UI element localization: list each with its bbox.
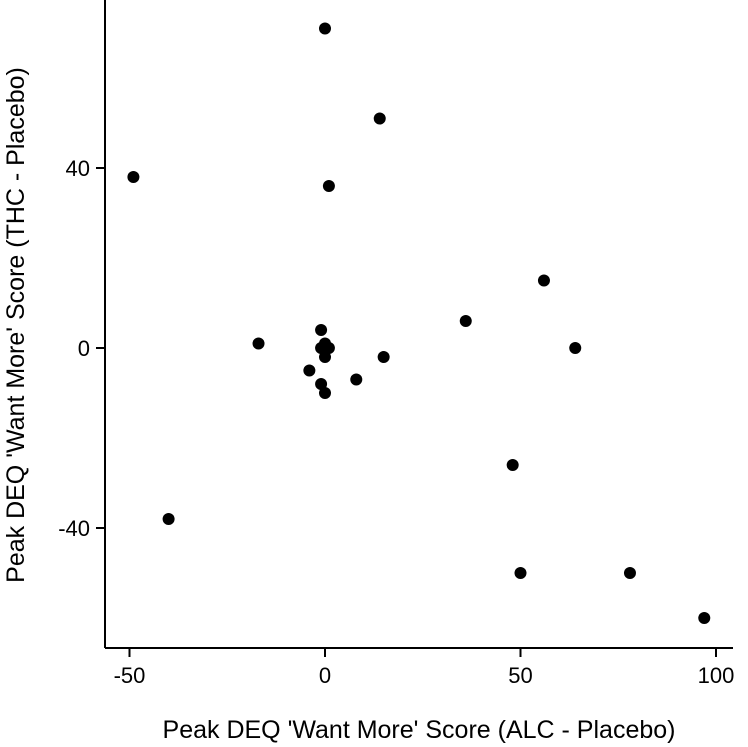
data-point — [350, 373, 363, 386]
data-point — [315, 378, 328, 390]
data-point — [506, 459, 519, 471]
x-tick-label: 50 — [508, 663, 532, 688]
data-point — [315, 324, 328, 336]
x-tick-label: 0 — [319, 663, 331, 688]
data-point — [303, 364, 316, 377]
data-point — [373, 112, 386, 125]
data-point — [623, 567, 636, 579]
data-point — [459, 315, 472, 327]
data-point — [319, 387, 331, 399]
y-axis-title: Peak DEQ 'Want More' Score (THC - Placeb… — [2, 67, 30, 583]
data-point — [319, 22, 331, 35]
data-point — [162, 513, 175, 525]
data-point — [377, 351, 390, 363]
data-points — [127, 22, 711, 624]
data-point — [322, 180, 335, 192]
data-point — [252, 337, 265, 350]
axes — [104, 0, 733, 649]
data-point — [127, 171, 140, 183]
data-point — [514, 567, 527, 579]
x-tick-label: -50 — [114, 663, 146, 688]
x-axis-ticks: -50 0 50 100 — [114, 648, 735, 688]
data-point — [322, 342, 335, 354]
data-point — [537, 274, 550, 287]
x-tick-label: 100 — [698, 663, 735, 688]
x-axis-title: Peak DEQ 'Want More' Score (ALC - Placeb… — [163, 716, 676, 744]
data-point — [319, 351, 331, 363]
y-tick-label: -40 — [58, 516, 90, 541]
y-tick-label: 0 — [78, 336, 90, 361]
data-point — [698, 612, 711, 624]
y-tick-label: 40 — [66, 156, 90, 181]
y-axis-ticks: -40 0 40 — [58, 156, 105, 541]
data-point — [569, 342, 582, 354]
